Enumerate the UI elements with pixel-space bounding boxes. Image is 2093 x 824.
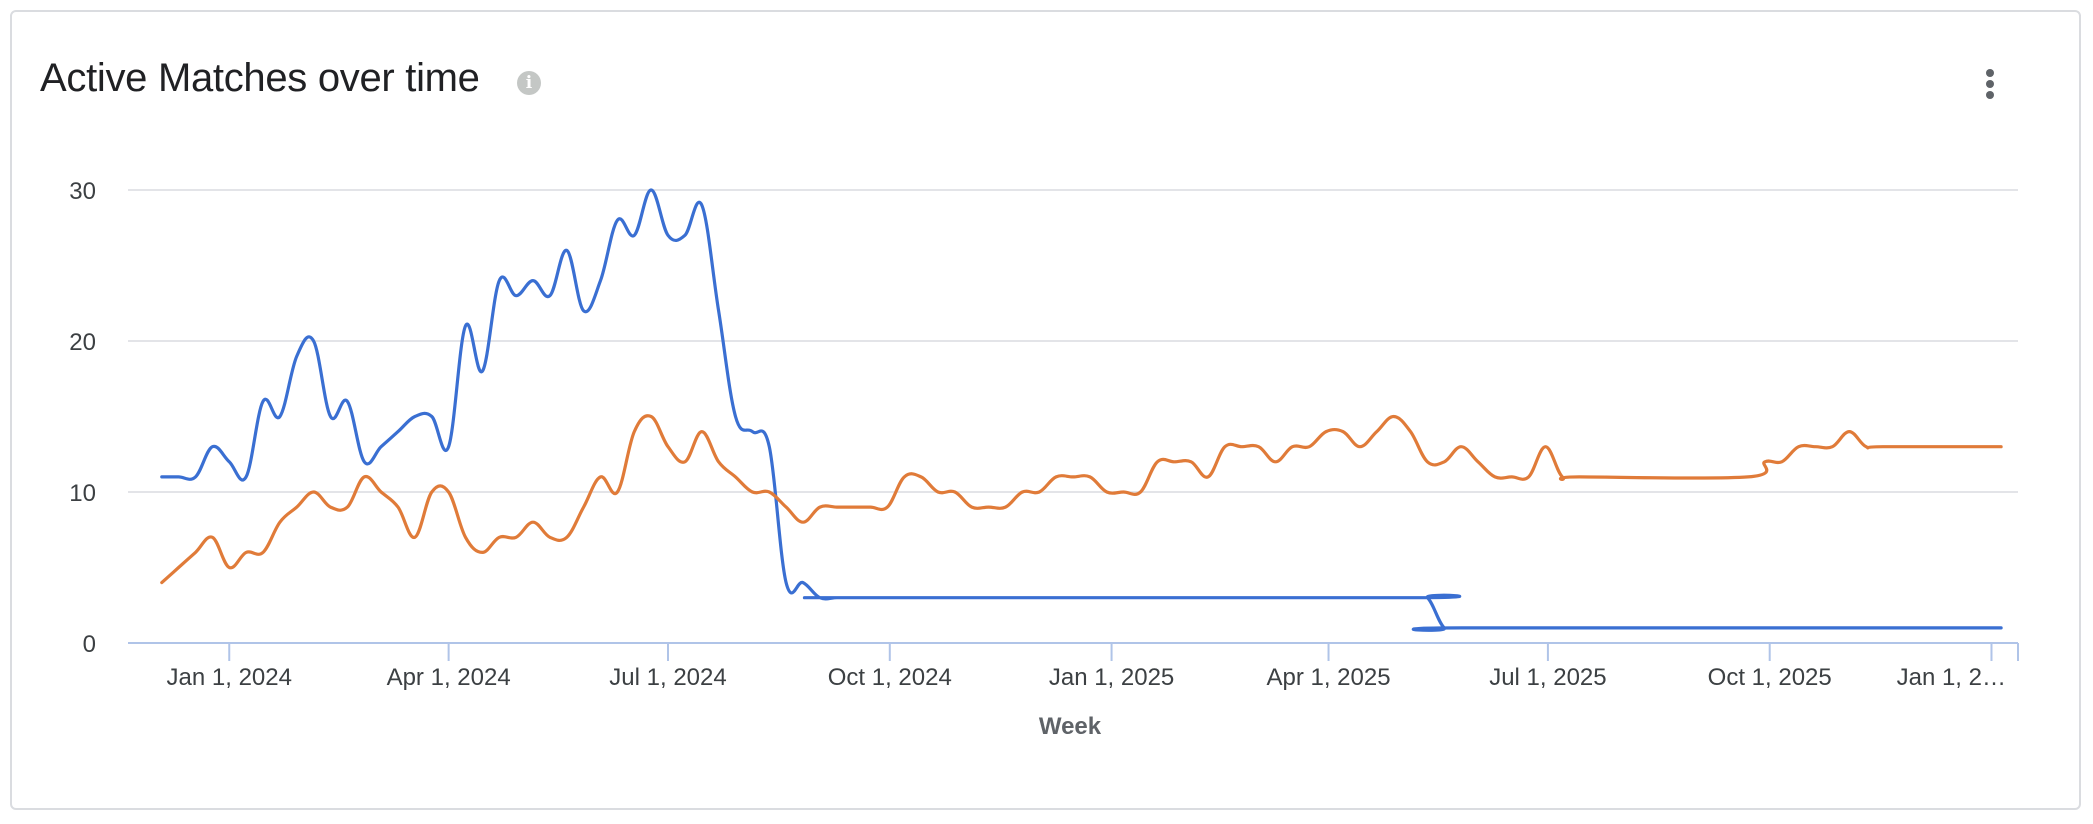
more-vert-icon[interactable] (1978, 67, 2002, 101)
x-axis-title: Week (1039, 713, 1102, 740)
x-tick-label: Oct 1, 2024 (828, 664, 952, 691)
chart-card (10, 10, 2081, 810)
y-tick-label: 30 (69, 178, 96, 205)
series-line-2 (160, 414, 2003, 585)
x-tick-label: Apr 1, 2025 (1266, 664, 1390, 691)
x-tick-label: Apr 1, 2024 (387, 664, 511, 691)
chart-title: Active Matches over time (40, 56, 480, 100)
y-tick-label: 0 (83, 631, 96, 658)
x-tick-label: Jul 1, 2024 (609, 664, 726, 691)
y-axis: 0 10 20 30 (69, 178, 96, 658)
series-line-1 (160, 188, 2003, 632)
series-lines (160, 188, 2003, 632)
x-tick-label: Jan 1, 2… (1897, 664, 2006, 691)
x-tick-label: Jan 1, 2025 (1049, 664, 1174, 691)
x-tick-label: Jul 1, 2025 (1489, 664, 1606, 691)
y-tick-label: 10 (69, 480, 96, 507)
y-tick-label: 20 (69, 329, 96, 356)
x-tick-label: Oct 1, 2025 (1708, 664, 1832, 691)
gridlines (128, 189, 2018, 493)
x-tick-label: Jan 1, 2024 (167, 664, 292, 691)
x-axis: Jan 1, 2024 Apr 1, 2024 Jul 1, 2024 Oct 1, … (128, 642, 2019, 691)
info-icon[interactable]: i (517, 71, 541, 95)
